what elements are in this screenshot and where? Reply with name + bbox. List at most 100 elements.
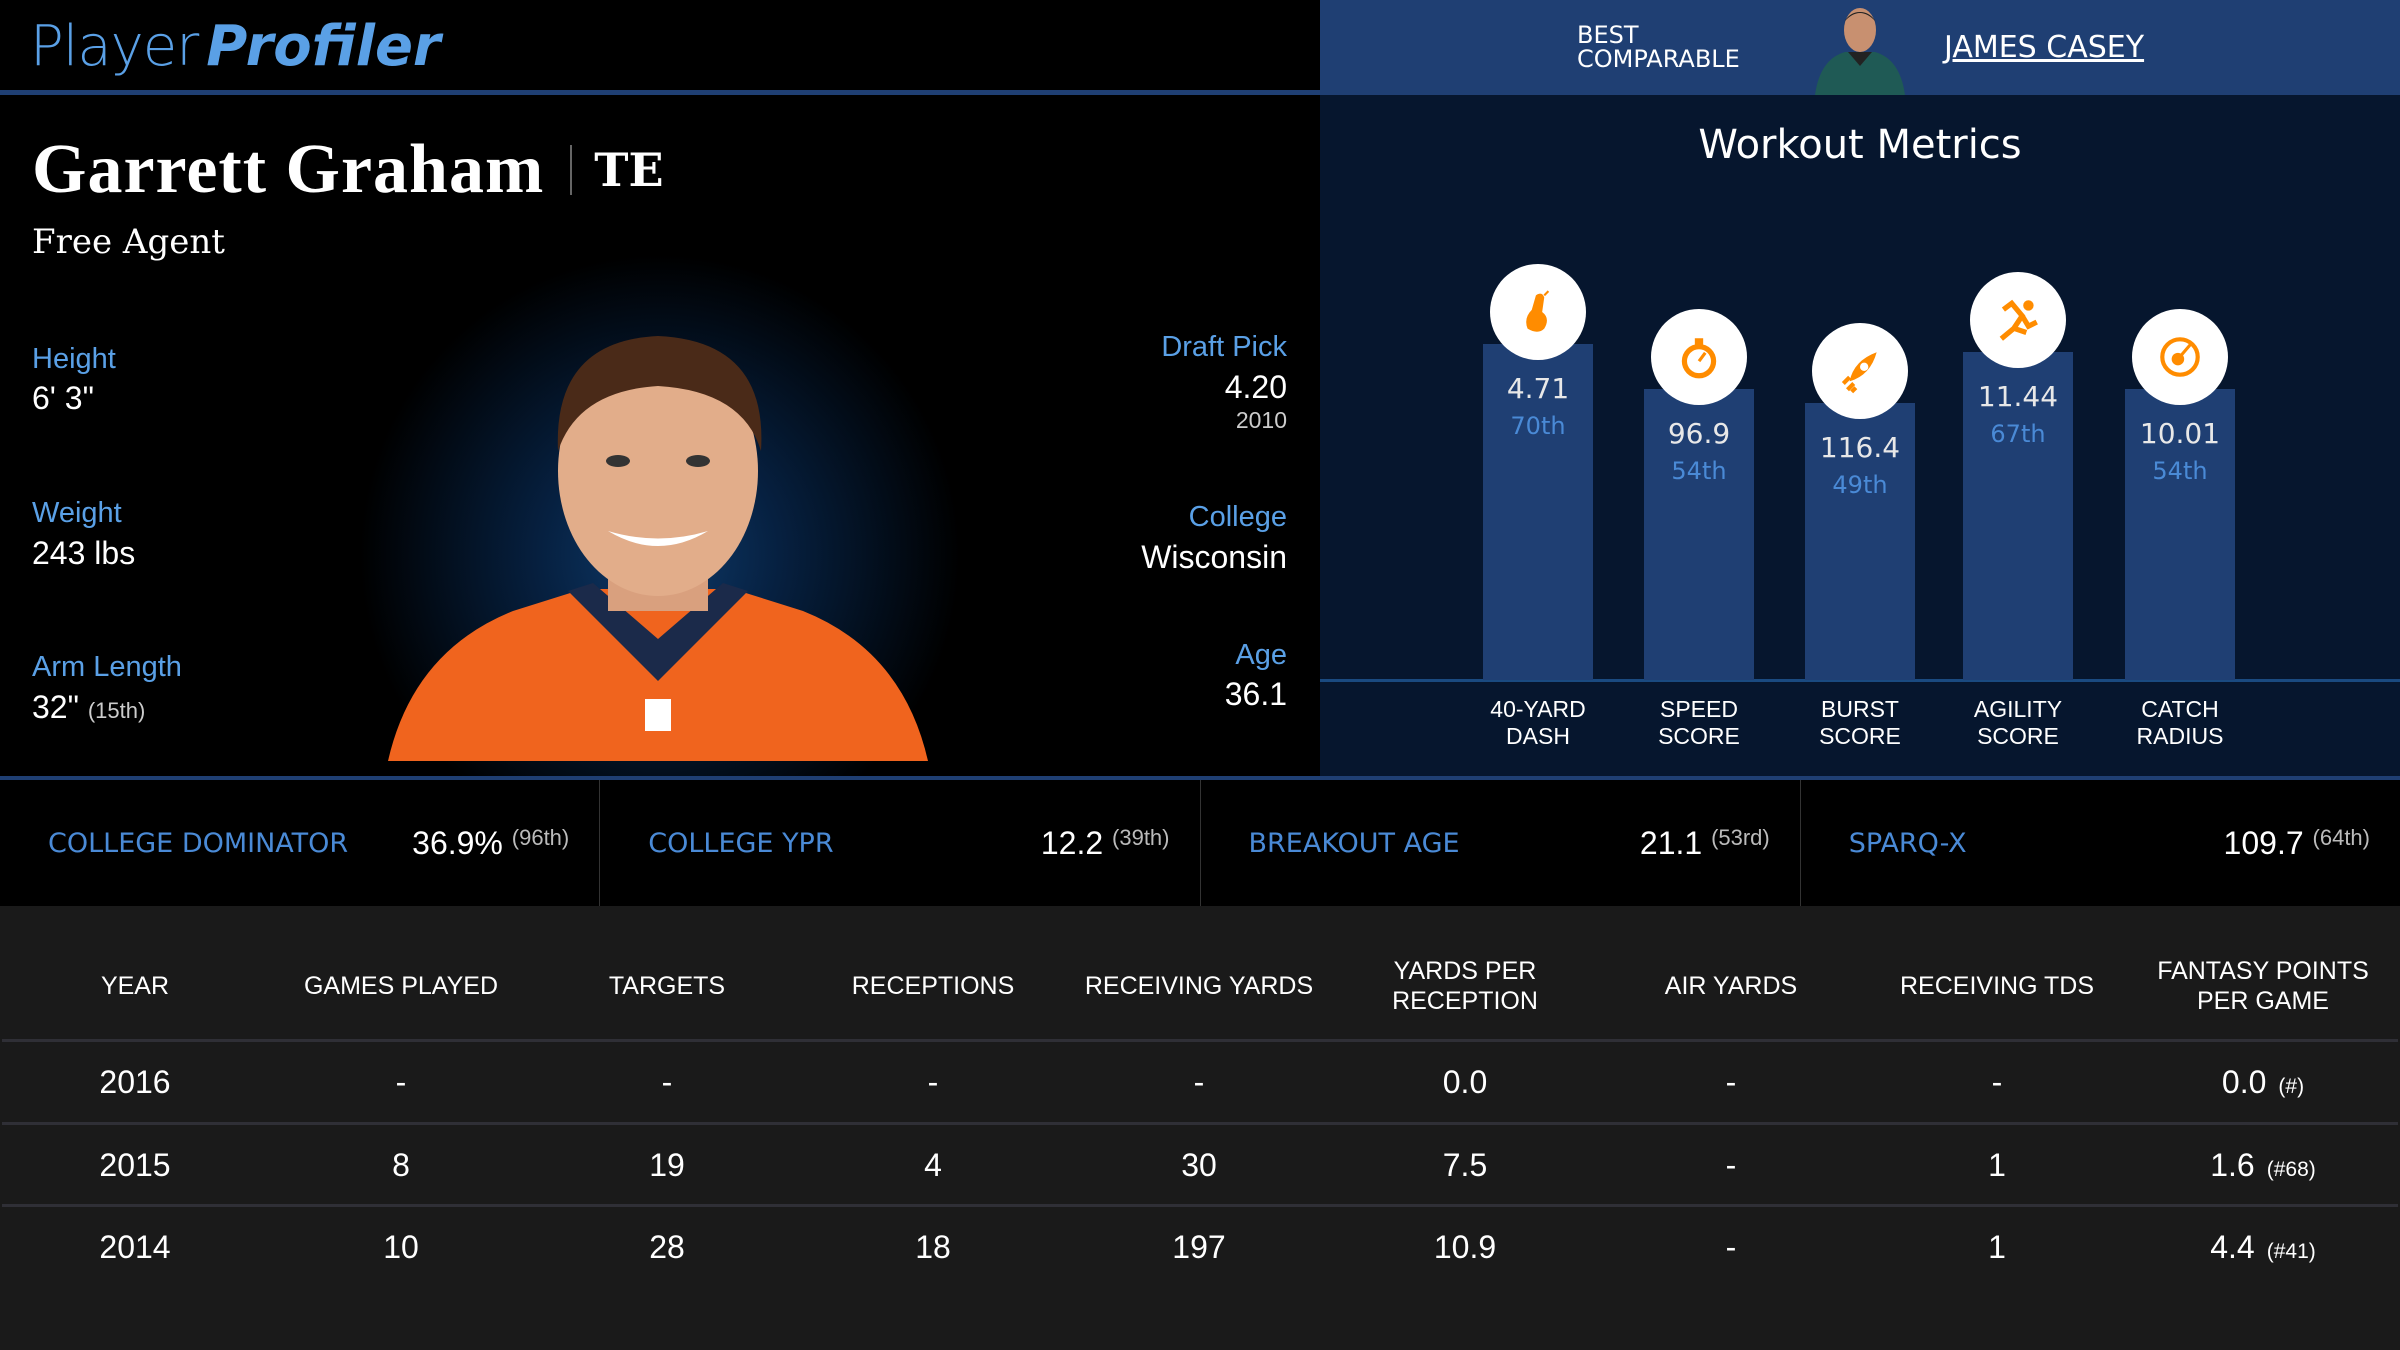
header-bar	[0, 0, 1320, 92]
player-photo	[383, 321, 934, 761]
workout-label: AGILITY SCORE	[1938, 696, 2098, 750]
age-value: 36.1	[1224, 676, 1287, 712]
workout-bar-2	[1805, 402, 1915, 680]
age-label: Age	[1235, 639, 1287, 671]
column-header[interactable]: AIR YARDS	[1664, 972, 1798, 1000]
workout-label-line2: SCORE	[1977, 723, 2059, 749]
row-divider	[2, 1204, 2398, 1207]
table-row: 2014 10 28 18 197 10.9 - 1 4.4 (#41)	[2, 1207, 2398, 1287]
player-position: TE	[594, 143, 664, 197]
row-divider	[2, 1039, 2398, 1042]
workout-bar-3	[1963, 352, 2073, 680]
workout-label-line2: RADIUS	[2136, 723, 2224, 749]
table-header: YEAR GAMES PLAYED TARGETS RECEPTIONS RECEIVI…	[2, 936, 2398, 1036]
table-cell: -	[1725, 1228, 1737, 1265]
column-header[interactable]: RECEPTIONS	[851, 972, 1015, 1000]
workout-label-line1: SPEED	[1660, 696, 1738, 722]
workout-label-line1: AGILITY	[1973, 696, 2063, 722]
workout-value: 11.44	[1977, 380, 2059, 414]
college-stat-label: BREAKOUT AGE	[1248, 827, 1460, 859]
table-cell: -	[395, 1063, 407, 1100]
arm-length-value: 32" (15th)	[32, 689, 145, 726]
workout-percentile: 54th	[2152, 456, 2208, 485]
arm-length-label: Arm Length	[32, 651, 182, 683]
table-cell: 4	[924, 1146, 942, 1183]
stat-rank: (53rd)	[1711, 824, 1770, 850]
stat-rank: (96th)	[511, 824, 570, 850]
college-stat-label: COLLEGE YPR	[648, 827, 834, 859]
stat-number: 12.2	[1040, 824, 1104, 861]
rocket-icon	[1812, 322, 1908, 419]
row-divider	[2, 1122, 2398, 1125]
workout-bar-1	[1644, 388, 1754, 680]
table-cell: -	[1991, 1063, 2003, 1100]
fantasy-points: 4.4	[2210, 1228, 2255, 1265]
table-cell: 10	[383, 1228, 419, 1265]
workout-label-line2: SCORE	[1819, 723, 1901, 749]
table-cell-fantasy: 4.4 (#41)	[2130, 1229, 2396, 1266]
workout-label: BURST SCORE	[1780, 696, 1940, 750]
workout-bar-0	[1483, 344, 1593, 680]
height-value: 6' 3"	[32, 380, 94, 416]
table-cell: -	[661, 1063, 673, 1100]
college-stat-value: 36.9% (96th)	[412, 825, 569, 862]
chart-baseline	[1320, 679, 2400, 682]
column-header[interactable]: GAMES PLAYED	[303, 972, 499, 1000]
column-header[interactable]: RECEIVING YARDS	[1084, 972, 1314, 1000]
table-cell: 18	[915, 1228, 951, 1265]
table-cell: -	[1725, 1146, 1737, 1183]
player-team: Free Agent	[32, 222, 225, 262]
table-cell: 197	[1172, 1228, 1226, 1265]
stat-rank: (39th)	[1112, 824, 1170, 850]
target-icon	[2132, 308, 2228, 405]
column-header[interactable]: YARDS PER RECEPTION	[1392, 957, 1538, 1015]
arm-length-number: 32"	[32, 689, 79, 725]
college-stat-label: SPARQ-X	[1848, 827, 1967, 859]
college-stat-value: 21.1 (53rd)	[1640, 825, 1770, 862]
draft-pick-value: 4.20	[1224, 369, 1287, 405]
height-label: Height	[32, 343, 116, 375]
table-cell: 10.9	[1433, 1228, 1497, 1265]
stat-number: 109.7	[2223, 824, 2304, 861]
divider	[570, 145, 573, 195]
column-header[interactable]: TARGETS	[608, 972, 726, 1000]
table-cell: -	[1193, 1063, 1205, 1100]
workout-label-line2: SCORE	[1658, 723, 1740, 749]
table-cell: 28	[649, 1228, 685, 1265]
best-comparable-line1: BEST	[1577, 21, 1639, 49]
column-header[interactable]: FANTASY POINTS PER GAME	[2157, 957, 2369, 1015]
shoe-icon	[1490, 264, 1586, 360]
workout-metrics-title: Workout Metrics	[1698, 122, 2022, 168]
table-cell: 1	[1988, 1146, 2006, 1183]
weight-value: 243 lbs	[32, 535, 136, 571]
table-cell: 0.0	[1442, 1063, 1488, 1100]
weight-label: Weight	[32, 497, 122, 529]
table-cell: 8	[392, 1146, 410, 1183]
comparable-player-link[interactable]: JAMES CASEY	[1944, 30, 2145, 65]
college-stat-cell: COLLEGE YPR 12.2 (39th)	[600, 780, 1201, 906]
arm-length-rank: (15th)	[87, 698, 146, 723]
table-cell: 2014	[99, 1228, 171, 1265]
player-name: Garrett Graham	[32, 131, 545, 208]
fantasy-points: 0.0	[2221, 1063, 2267, 1100]
workout-label-line1: 40-YARD	[1490, 696, 1586, 722]
draft-year: 2010	[1235, 407, 1287, 433]
workout-label: 40-YARD DASH	[1458, 696, 1618, 750]
table-cell: 19	[649, 1146, 685, 1183]
table-cell: 7.5	[1442, 1146, 1488, 1183]
workout-label: CATCH RADIUS	[2100, 696, 2260, 750]
college-stat-cell: SPARQ-X 109.7 (64th)	[1801, 780, 2400, 906]
table-cell: -	[1725, 1063, 1737, 1100]
column-header[interactable]: RECEIVING TDS	[1899, 972, 2095, 1000]
college-stat-value: 12.2 (39th)	[1041, 825, 1170, 862]
logo[interactable]: Player Profiler	[30, 14, 441, 79]
workout-value: 10.01	[2139, 416, 2221, 450]
table-cell: 2016	[99, 1063, 171, 1100]
college-stat-cell: BREAKOUT AGE 21.1 (53rd)	[1201, 780, 1801, 906]
college-stat-value: 109.7 (64th)	[2224, 825, 2370, 862]
workout-value: 96.9	[1667, 416, 1731, 450]
fantasy-points: 1.6	[2210, 1146, 2255, 1183]
runner-icon	[1970, 272, 2066, 369]
column-header[interactable]: YEAR	[100, 972, 170, 1000]
workout-label: SPEED SCORE	[1619, 696, 1779, 750]
